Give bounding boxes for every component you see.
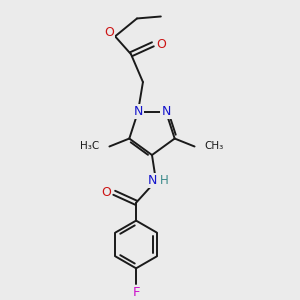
- Text: O: O: [156, 38, 166, 51]
- Text: CH₃: CH₃: [205, 142, 224, 152]
- Text: H: H: [160, 174, 168, 188]
- Text: N: N: [133, 105, 143, 119]
- Text: F: F: [132, 286, 140, 299]
- Text: N: N: [147, 174, 157, 188]
- Text: O: O: [101, 186, 111, 199]
- Text: O: O: [104, 26, 114, 39]
- Text: H₃C: H₃C: [80, 142, 100, 152]
- Text: N: N: [161, 105, 171, 119]
